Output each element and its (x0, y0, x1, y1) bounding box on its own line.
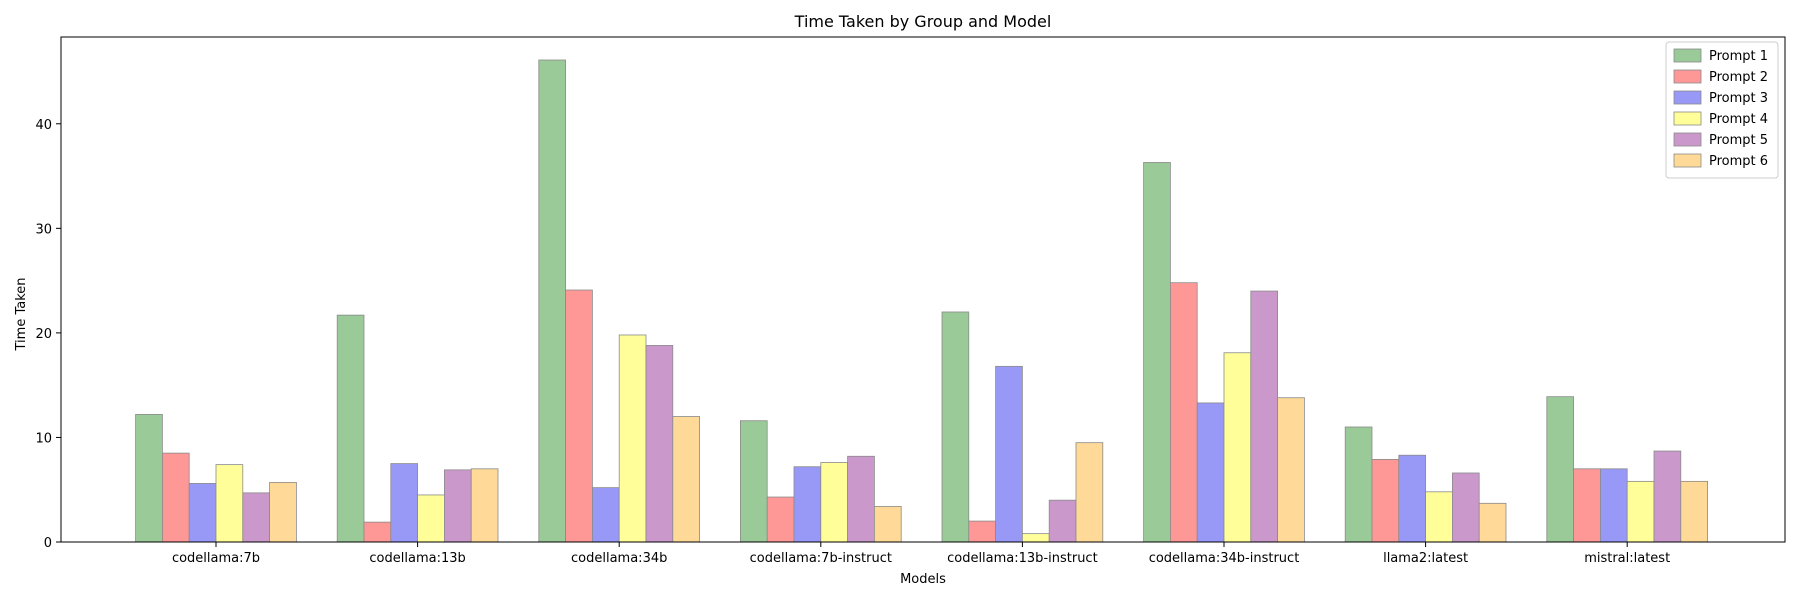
bar-prompt-4-codellama-7b (215, 464, 244, 543)
bar-prompt-1-codellama-7b (135, 414, 163, 543)
legend-swatch (1673, 111, 1702, 126)
bar-prompt-6-codellama-34b (672, 416, 700, 543)
bar-prompt-2-codellama-34b-instruct (1170, 282, 1198, 543)
legend-swatch (1673, 69, 1702, 84)
bar-prompt-3-mistral-latest (1600, 468, 1628, 543)
series-2-bars (161, 282, 1601, 543)
x-tick-label: codellama:13b-instruct (947, 551, 1098, 566)
x-tick-label: codellama:13b (369, 551, 465, 566)
bar-prompt-5-codellama-34b (645, 345, 674, 543)
bar-prompt-5-codellama-13b (443, 469, 472, 543)
bar-prompt-5-codellama-34b-instruct (1250, 290, 1279, 543)
bar-prompt-1-codellama-34b-instruct (1143, 162, 1171, 543)
x-tick-label: codellama:34b-instruct (1149, 551, 1300, 566)
legend: Prompt 1 Prompt 2 Prompt 3 Prompt 4 Prompt 5… (1665, 41, 1779, 179)
bar-prompt-2-mistral-latest (1573, 468, 1601, 543)
bar-prompt-4-llama2-latest (1425, 491, 1453, 543)
bar-prompt-2-llama2-latest (1371, 458, 1400, 543)
series-6-bars (269, 397, 1709, 543)
bar-prompt-3-codellama-34b-instruct (1196, 402, 1225, 543)
bar-prompt-4-codellama-7b-instruct (820, 462, 848, 543)
y-tick-label: 20 (35, 327, 52, 342)
bar-prompt-6-codellama-7b-instruct (874, 506, 902, 543)
chart-title: Time Taken by Group and Model (794, 12, 1052, 31)
bar-prompt-6-codellama-13b-instruct (1075, 442, 1104, 543)
bar-prompt-5-codellama-7b (242, 492, 271, 543)
y-tick-label: 40 (35, 118, 52, 133)
bar-prompt-4-mistral-latest (1626, 480, 1655, 543)
bar-prompt-5-mistral-latest (1653, 450, 1682, 543)
legend-label: Prompt 1 (1709, 49, 1768, 64)
y-tick-label: 10 (35, 431, 52, 446)
bar-prompt-6-codellama-7b (269, 481, 297, 543)
bar-prompt-6-llama2-latest (1478, 502, 1507, 543)
legend-label: Prompt 3 (1709, 91, 1768, 106)
legend-label: Prompt 4 (1709, 112, 1768, 127)
x-tick-label: mistral:latest (1584, 551, 1670, 566)
x-tick-label: llama2:latest (1383, 551, 1468, 566)
bar-prompt-1-llama2-latest (1344, 426, 1373, 543)
bar-prompt-4-codellama-13b (417, 494, 445, 543)
bar-prompt-1-mistral-latest (1546, 396, 1575, 543)
y-tick-label: 30 (35, 222, 52, 237)
bar-prompt-2-codellama-7b-instruct (766, 496, 795, 543)
bar-prompt-5-llama2-latest (1452, 472, 1480, 543)
bars-layer (135, 59, 1709, 543)
bar-prompt-6-codellama-13b (470, 468, 499, 543)
axes-layer: 0 10 20 30 40 codellama:7b codellama:13b codell… (35, 36, 1786, 566)
legend-swatch (1673, 132, 1702, 147)
bar-prompt-2-codellama-34b (565, 289, 593, 543)
bar-prompt-3-codellama-13b-instruct (995, 365, 1023, 543)
bar-prompt-3-codellama-7b (188, 483, 217, 543)
bar-prompt-4-codellama-34b-instruct (1223, 352, 1252, 543)
bar-prompt-4-codellama-13b-instruct (1022, 533, 1050, 543)
bar-prompt-5-codellama-7b-instruct (847, 455, 875, 543)
bar-prompt-3-codellama-13b (390, 463, 418, 543)
plot-frame (60, 36, 1786, 543)
legend-swatch (1673, 48, 1702, 63)
bar-prompt-1-codellama-13b-instruct (941, 311, 970, 543)
bar-prompt-3-llama2-latest (1398, 454, 1427, 543)
legend-swatch (1673, 153, 1702, 168)
bar-prompt-6-codellama-34b-instruct (1277, 397, 1305, 543)
legend-label: Prompt 5 (1709, 133, 1768, 148)
bar-prompt-3-codellama-34b (592, 487, 620, 543)
bar-prompt-2-codellama-13b-instruct (968, 520, 996, 543)
bar-prompt-1-codellama-7b-instruct (740, 420, 768, 543)
bar-prompt-2-codellama-7b (161, 452, 190, 543)
bar-prompt-6-mistral-latest (1680, 480, 1709, 543)
series-3-bars (188, 365, 1628, 543)
bar-prompt-4-codellama-34b (618, 334, 647, 543)
x-tick-label: codellama:7b-instruct (750, 551, 892, 566)
bar-prompt-5-codellama-13b-instruct (1048, 499, 1077, 543)
y-axis-label: Time Taken (14, 277, 29, 351)
legend-label: Prompt 6 (1709, 154, 1768, 169)
x-tick-label: codellama:7b (172, 551, 260, 566)
legend-label: Prompt 2 (1709, 70, 1768, 85)
bar-prompt-2-codellama-13b (363, 521, 392, 543)
series-5-bars (242, 290, 1682, 543)
bar-prompt-1-codellama-34b (538, 59, 566, 543)
x-tick-label: codellama:34b (571, 551, 667, 566)
y-tick-label: 0 (44, 536, 52, 551)
x-axis-label: Models (900, 572, 946, 587)
series-4-bars (215, 334, 1655, 543)
legend-swatch (1673, 90, 1702, 105)
bar-prompt-3-codellama-7b-instruct (793, 466, 822, 543)
bar-prompt-1-codellama-13b (336, 314, 365, 543)
series-1-bars (135, 59, 1575, 543)
